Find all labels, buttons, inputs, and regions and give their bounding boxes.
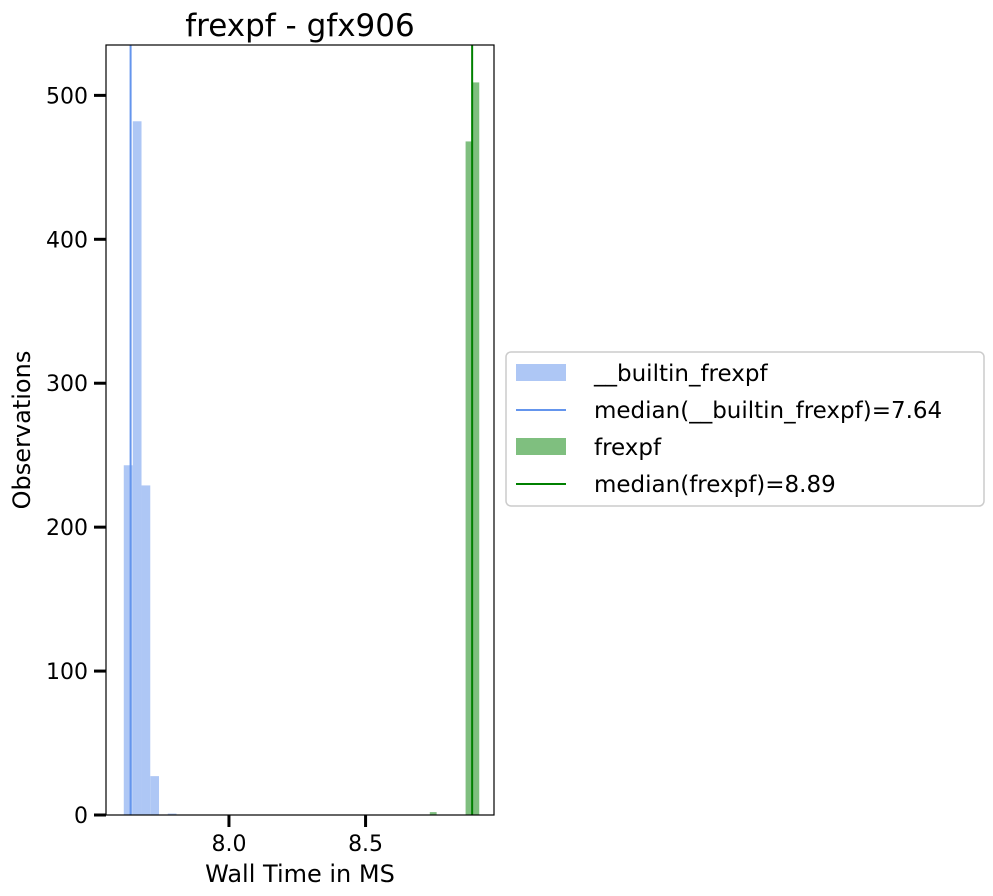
hist-bar-builtin-0 <box>123 465 133 815</box>
x-tick-label: 8.0 <box>211 832 246 857</box>
x-axis-label: Wall Time in MS <box>205 860 395 888</box>
legend: __builtin_frexpf median(__builtin_frexpf… <box>505 351 985 507</box>
hist-bar-builtin-2 <box>141 485 151 815</box>
plot-frame <box>105 44 495 816</box>
y-tick-label: 0 <box>74 804 88 829</box>
legend-label-builtin-median: median(__builtin_frexpf)=7.64 <box>594 398 942 424</box>
x-axis: 8.0 8.5 <box>211 815 383 857</box>
legend-label-frexpf-hist: frexpf <box>594 435 662 461</box>
hist-bar-builtin-5 <box>167 813 177 815</box>
hist-bar-frexpf-0 <box>429 812 437 815</box>
y-tick-label: 100 <box>46 660 88 685</box>
y-tick-label: 200 <box>46 516 88 541</box>
y-axis: 0 100 200 300 400 500 <box>46 84 106 829</box>
plot-area <box>105 44 495 816</box>
x-tick-label: 8.5 <box>348 832 383 857</box>
hist-bar-frexpf-1 <box>465 141 473 815</box>
legend-label-builtin-hist: __builtin_frexpf <box>593 361 768 387</box>
y-tick-label: 500 <box>46 84 88 109</box>
hist-bar-builtin-3 <box>150 776 160 815</box>
hist-bar-builtin-1 <box>132 121 142 815</box>
legend-frame <box>505 351 985 507</box>
legend-label-frexpf-median: median(frexpf)=8.89 <box>594 472 836 498</box>
legend-swatch-frexpf-hist <box>516 438 566 455</box>
legend-swatch-builtin-hist <box>516 364 566 381</box>
y-tick-label: 400 <box>46 228 88 253</box>
y-axis-label: Observations <box>8 351 36 510</box>
y-tick-label: 300 <box>46 372 88 397</box>
chart-title: frexpf - gfx906 <box>185 8 414 44</box>
hist-bar-frexpf-2 <box>472 82 480 816</box>
